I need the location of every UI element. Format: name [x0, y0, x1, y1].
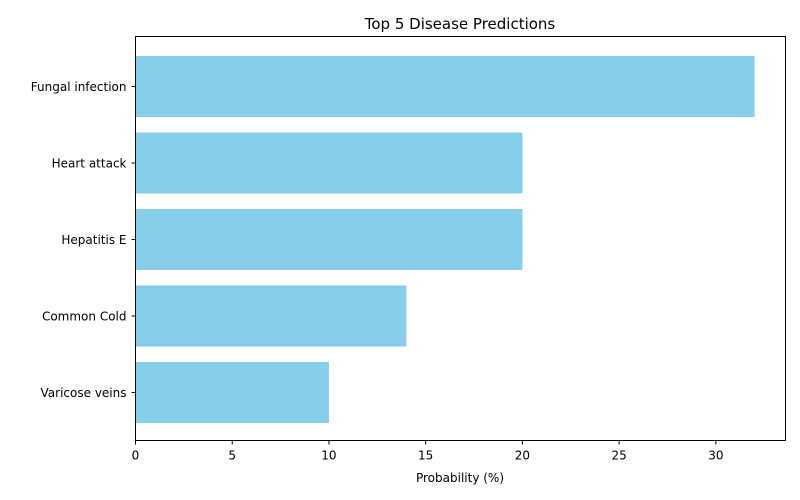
y-tick-label: Common Cold	[42, 310, 127, 324]
x-tick-label: 15	[418, 449, 433, 463]
bar-heart-attack	[135, 132, 523, 194]
bar-hepatitis-e	[135, 209, 523, 270]
y-tick-label: Fungal infection	[31, 80, 127, 94]
bar-fungal-infection	[135, 56, 755, 117]
y-tick-label: Varicose veins	[41, 386, 127, 400]
x-tick-label: 20	[515, 449, 530, 463]
chart-title: Top 5 Disease Predictions	[364, 15, 556, 33]
x-axis-ticks: 0 5 10 15 20 25 30	[132, 440, 723, 463]
y-axis-ticks: Fungal infection Heart attack Hepatitis E C…	[31, 80, 136, 400]
bar-common-cold	[135, 285, 407, 347]
x-tick-label: 30	[708, 449, 723, 463]
x-tick-label: 10	[321, 449, 336, 463]
x-axis-label: Probability (%)	[416, 471, 504, 485]
bar-varicose-veins	[135, 362, 329, 423]
y-tick-label: Hepatitis E	[61, 233, 126, 247]
x-tick-label: 5	[228, 449, 236, 463]
plot-frame	[135, 36, 786, 441]
x-tick-label: 25	[611, 449, 626, 463]
bars-group	[135, 56, 755, 423]
y-tick-label: Heart attack	[52, 157, 127, 171]
x-tick-label: 0	[132, 449, 140, 463]
